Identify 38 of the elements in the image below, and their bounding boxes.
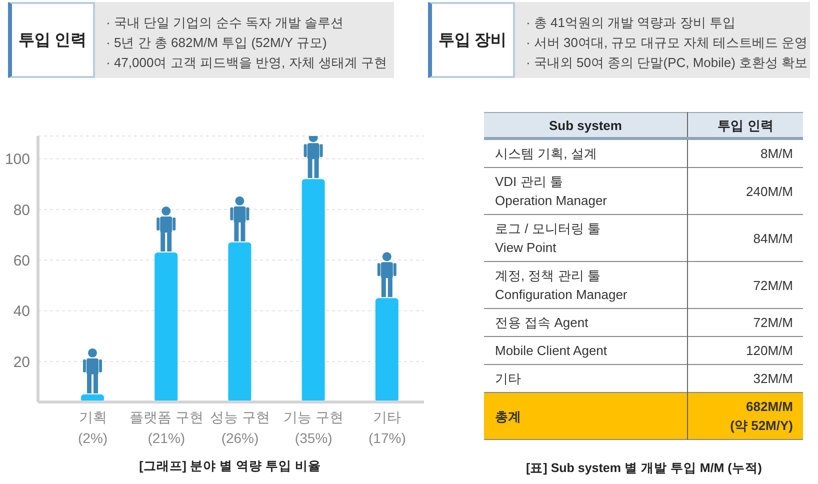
text: 240M/M xyxy=(746,184,793,198)
text: 84M/M xyxy=(753,230,793,246)
x-tick-label: 기능 구현 (35%) xyxy=(284,409,344,446)
text: 8M/M xyxy=(760,146,793,161)
category-label: 기타 xyxy=(484,364,688,392)
category-label: Mobile Client Agent xyxy=(484,336,688,364)
category-label: 시스템 기획, 설계 xyxy=(484,138,688,168)
text: [표] Sub system 별 개발 투입 M/M (누적) xyxy=(525,460,763,477)
text: 72M/M xyxy=(753,278,793,292)
category-label: VDI 관리 툴 Operation Manager xyxy=(484,168,688,214)
category-label: 로그 / 모니터링 툴 View Point xyxy=(484,214,688,262)
text: 72M/M xyxy=(753,315,793,330)
text: · 총 41억원의 개발 역량과 장비 투입 xyxy=(526,14,736,32)
category-label: 전용 접속 Agent xyxy=(484,308,688,336)
text: 투입 장비 xyxy=(428,2,515,78)
text: · 국내 단일 기업의 순수 독자 개발 솔루션 xyxy=(106,14,345,32)
text: 투입 인력 xyxy=(8,2,95,78)
x-tick-label: 기타 (17%) xyxy=(368,409,406,446)
category-label: 총계 xyxy=(484,392,688,440)
text: [그래프] 분야 별 역량 투입 비율 xyxy=(138,458,322,475)
category-label: 계정, 정책 관리 툴 Configuration Manager xyxy=(484,262,688,308)
text: 682M/M (약 52M/Y) xyxy=(730,399,793,433)
x-tick-label: 성능 구현 (26%) xyxy=(210,409,270,446)
text: · 국내외 50여 종의 단말(PC, Mobile) 호환성 확보 xyxy=(526,54,809,72)
text: 32M/M xyxy=(753,371,793,386)
text: 120M/M xyxy=(746,343,793,358)
text: · 서버 30여대, 규모 대규모 자체 테스트베드 운영 xyxy=(526,34,809,52)
x-tick-label: 플랫폼 구현 (21%) xyxy=(129,409,204,446)
y-tick-label: 60 xyxy=(13,252,30,270)
y-tick-label: 80 xyxy=(13,202,30,219)
y-tick-label: 20 xyxy=(13,354,30,371)
text: Sub system xyxy=(484,112,688,138)
text: 투입 인력 xyxy=(688,112,803,138)
y-tick-label: 100 xyxy=(4,151,30,168)
text: · 47,000여 고객 피드백을 반영, 자체 생태계 구현 xyxy=(106,54,388,72)
text: · 5년 간 총 682M/M 투입 (52M/Y 규모) xyxy=(106,34,328,52)
y-tick-label: 40 xyxy=(13,303,30,320)
x-tick-label: 기획 (2%) xyxy=(78,409,108,446)
